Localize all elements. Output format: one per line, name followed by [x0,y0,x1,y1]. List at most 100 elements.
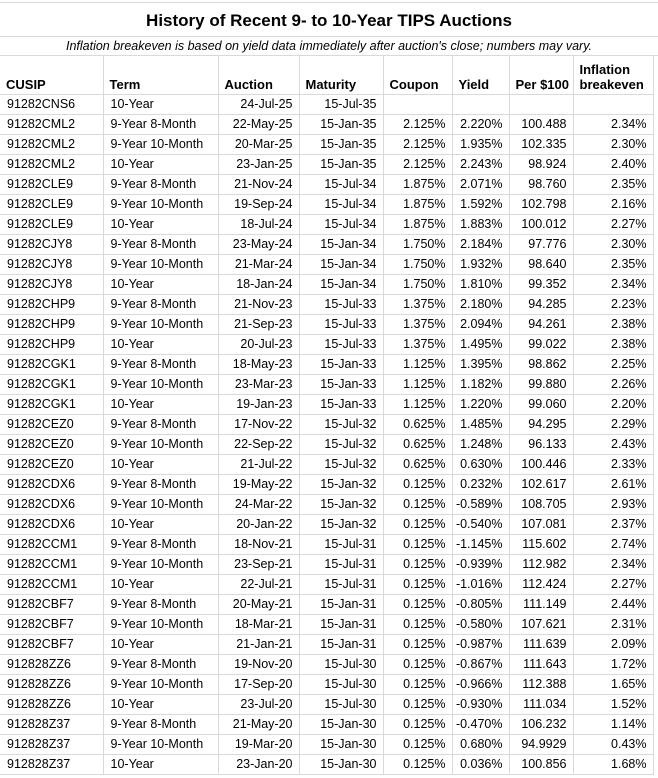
table-row: 91282CHP9 9-Year 10-Month 21-Sep-23 15-Jul-… [0,314,654,335]
cell-term: 9-Year 10-Month [103,734,219,755]
cell-per100: 108.705 [509,494,574,515]
table-row: 912828ZZ6 10-Year 23-Jul-20 15-Jul-30 0.125%… [0,694,654,715]
cell-cusip: 91282CJY8 [0,274,104,295]
cell-coupon: 1.750% [383,254,453,275]
cell-cusip: 912828Z37 [0,734,104,755]
cell-cusip: 91282CNS6 [0,94,104,115]
cell-breakeven: 2.44% [573,594,654,615]
cell-maturity: 15-Jul-33 [299,294,384,315]
cell-yield: 0.036% [452,754,510,775]
cell-per100: 111.149 [509,594,574,615]
cell-breakeven: 2.43% [573,434,654,455]
table-row: 91282CEZ0 10-Year 21-Jul-22 15-Jul-32 0.625%… [0,454,654,475]
cell-auction: 23-May-24 [218,234,300,255]
cell-coupon: 0.125% [383,554,453,575]
cell-cusip: 91282CHP9 [0,294,104,315]
cell-per100: 102.798 [509,194,574,215]
cell-breakeven: 2.25% [573,354,654,375]
cell-coupon: 0.125% [383,534,453,555]
cell-yield: -0.987% [452,634,510,655]
cell-breakeven: 2.35% [573,254,654,275]
cell-per100: 94.285 [509,294,574,315]
cell-breakeven: 2.31% [573,614,654,635]
table-row: 91282CNS6 10-Year 24-Jul-25 15-Jul-35 [0,94,654,115]
cell-term: 9-Year 8-Month [103,654,219,675]
cell-term: 9-Year 8-Month [103,354,219,375]
table-row: 91282CDX6 10-Year 20-Jan-22 15-Jan-32 0.125%… [0,514,654,535]
cell-per100: 99.022 [509,334,574,355]
cell-auction: 18-Mar-21 [218,614,300,635]
cell-yield: 1.932% [452,254,510,275]
page-title: History of Recent 9- to 10-Year TIPS Auc… [0,2,658,36]
cell-auction: 21-Mar-24 [218,254,300,275]
cell-maturity: 15-Jul-31 [299,554,384,575]
cell-per100: 107.081 [509,514,574,535]
cell-yield: 1.220% [452,394,510,415]
cell-breakeven: 2.37% [573,514,654,535]
cell-cusip: 91282CEZ0 [0,434,104,455]
cell-breakeven: 2.27% [573,574,654,595]
cell-yield: 1.592% [452,194,510,215]
cell-maturity: 15-Jan-32 [299,514,384,535]
table-row: 91282CML2 9-Year 10-Month 20-Mar-25 15-Jan-… [0,134,654,155]
cell-auction: 24-Jul-25 [218,94,300,115]
cell-coupon: 1.875% [383,214,453,235]
cell-yield: 0.680% [452,734,510,755]
column-header-coupon: Coupon [383,56,453,95]
table-row: 91282CGK1 10-Year 19-Jan-23 15-Jan-33 1.125%… [0,394,654,415]
column-header-maturity: Maturity [299,56,384,95]
cell-maturity: 15-Jul-30 [299,674,384,695]
table-row: 91282CDX6 9-Year 10-Month 24-Mar-22 15-Jan-… [0,494,654,515]
cell-breakeven: 1.72% [573,654,654,675]
cell-per100: 112.388 [509,674,574,695]
cell-coupon: 0.125% [383,634,453,655]
cell-auction: 23-Jan-25 [218,154,300,175]
cell-per100: 98.760 [509,174,574,195]
cell-cusip: 91282CEZ0 [0,454,104,475]
cell-coupon: 2.125% [383,154,453,175]
cell-coupon: 1.375% [383,334,453,355]
cell-breakeven: 2.34% [573,114,654,135]
cell-term: 9-Year 8-Month [103,714,219,735]
table-row: 91282CGK1 9-Year 10-Month 23-Mar-23 15-Jan-… [0,374,654,395]
cell-maturity: 15-Jan-31 [299,594,384,615]
cell-auction: 20-Mar-25 [218,134,300,155]
cell-maturity: 15-Jan-30 [299,734,384,755]
table-row: 91282CGK1 9-Year 8-Month 18-May-23 15-Jan-3… [0,354,654,375]
cell-yield: 2.180% [452,294,510,315]
cell-coupon: 0.125% [383,734,453,755]
cell-maturity: 15-Jan-34 [299,274,384,295]
cell-cusip: 91282CDX6 [0,474,104,495]
cell-cusip: 91282CDX6 [0,514,104,535]
cell-cusip: 91282CGK1 [0,354,104,375]
table-row: 91282CCM1 10-Year 22-Jul-21 15-Jul-31 0.125%… [0,574,654,595]
cell-per100: 99.880 [509,374,574,395]
cell-maturity: 15-Jul-35 [299,94,384,115]
table-row: 91282CML2 9-Year 8-Month 22-May-25 15-Jan-3… [0,114,654,135]
cell-term: 9-Year 10-Month [103,314,219,335]
cell-term: 9-Year 10-Month [103,434,219,455]
cell-cusip: 91282CHP9 [0,334,104,355]
cell-yield: -0.867% [452,654,510,675]
table-row: 91282CBF7 9-Year 8-Month 20-May-21 15-Jan-3… [0,594,654,615]
cell-term: 10-Year [103,754,219,775]
table-row: 912828Z37 9-Year 8-Month 21-May-20 15-Jan-3… [0,714,654,735]
cell-per100: 111.639 [509,634,574,655]
cell-breakeven: 2.09% [573,634,654,655]
cell-yield: 1.935% [452,134,510,155]
cell-maturity: 15-Jan-32 [299,494,384,515]
table-header: CUSIP Term Auction Maturity Coupon Yield Per $… [0,56,654,95]
cell-term: 9-Year 10-Month [103,554,219,575]
cell-cusip: 91282CCM1 [0,574,104,595]
cell-yield: -0.589% [452,494,510,515]
cell-auction: 18-Nov-21 [218,534,300,555]
cell-coupon: 0.125% [383,674,453,695]
cell-auction: 23-Sep-21 [218,554,300,575]
cell-cusip: 91282CBF7 [0,614,104,635]
column-header-per100: Per $100 [509,56,574,95]
cell-maturity: 15-Jul-31 [299,574,384,595]
header-row: CUSIP Term Auction Maturity Coupon Yield Per $… [0,56,654,95]
cell-breakeven: 1.52% [573,694,654,715]
table-row: 91282CEZ0 9-Year 8-Month 17-Nov-22 15-Jul-3… [0,414,654,435]
table-row: 91282CLE9 9-Year 8-Month 21-Nov-24 15-Jul-3… [0,174,654,195]
